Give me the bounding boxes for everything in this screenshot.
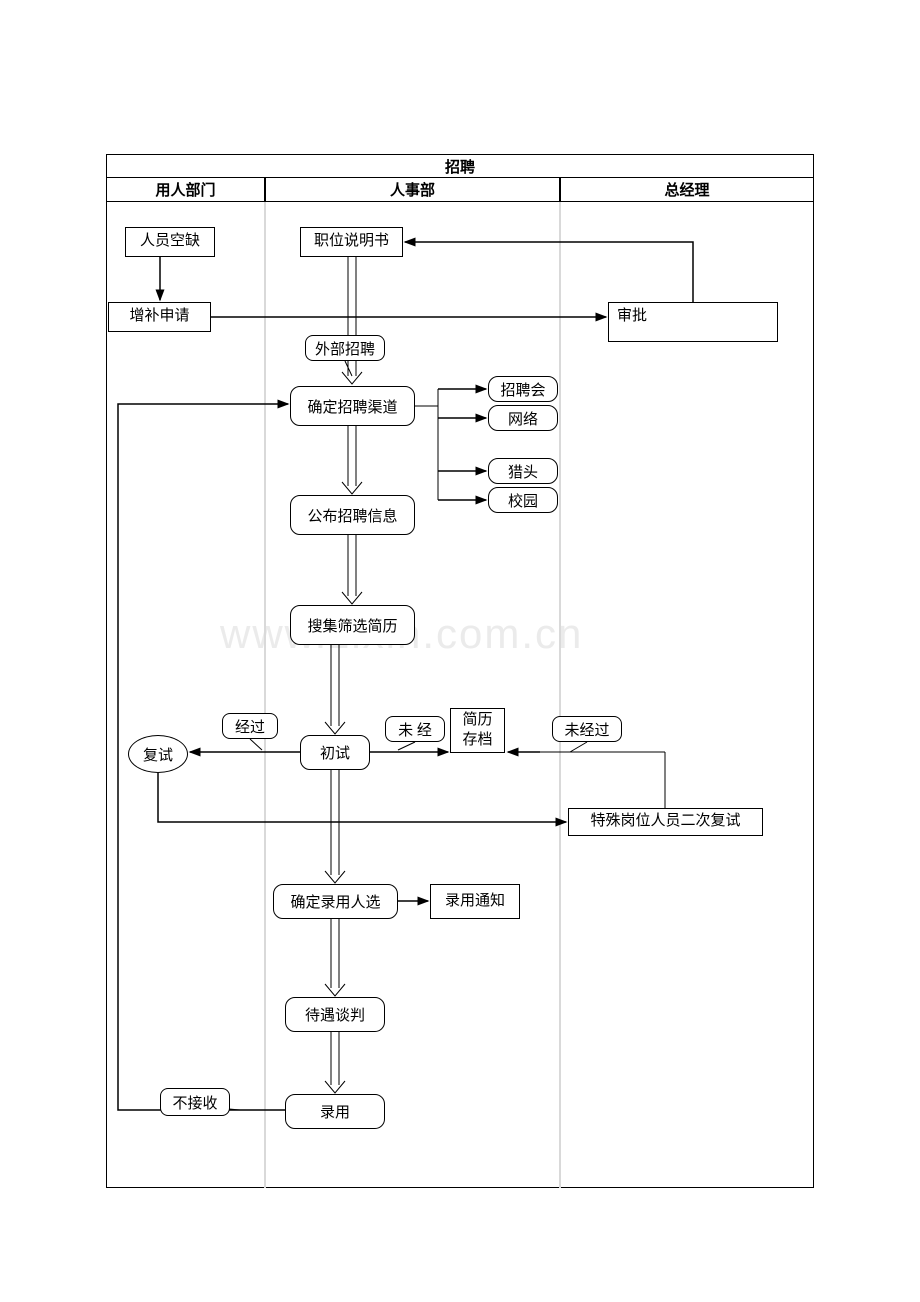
- node-ch1: 招聘会: [488, 376, 558, 402]
- callout-reject: 不接收: [160, 1088, 230, 1116]
- callout-external: 外部招聘: [305, 335, 385, 361]
- node-channel: 确定招聘渠道: [290, 386, 415, 426]
- lane-header-dept: 用人部门: [106, 178, 265, 202]
- callout-pass: 经过: [222, 713, 278, 739]
- node-hire: 录用: [285, 1094, 385, 1129]
- node-approve: 审批: [608, 302, 778, 342]
- node-ch4: 校园: [488, 487, 558, 513]
- lane-header-gm: 总经理: [560, 178, 814, 202]
- node-ch3: 猎头: [488, 458, 558, 484]
- callout-notpass: 未经过: [552, 716, 622, 742]
- lane-header-hr: 人事部: [265, 178, 560, 202]
- callout-fail: 未 经: [385, 716, 445, 742]
- node-first: 初试: [300, 735, 370, 770]
- node-negotiate: 待遇谈判: [285, 997, 385, 1032]
- node-reinterview: 复试: [128, 735, 188, 773]
- node-addreq: 增补申请: [108, 302, 211, 332]
- node-publish: 公布招聘信息: [290, 495, 415, 535]
- node-archive: 简历 存档: [450, 708, 505, 753]
- node-notice: 录用通知: [430, 884, 520, 919]
- page: www.zixin.com.cn 招聘 用人部门 人事部 总经理 人员空缺 增补…: [0, 0, 920, 1302]
- title-bar: 招聘: [106, 154, 814, 178]
- node-decide: 确定录用人选: [273, 884, 398, 919]
- node-jobdesc: 职位说明书: [300, 227, 403, 257]
- node-ch2: 网络: [488, 405, 558, 431]
- node-vacancy: 人员空缺: [125, 227, 215, 257]
- node-collect: 搜集筛选简历: [290, 605, 415, 645]
- node-special: 特殊岗位人员二次复试: [568, 808, 763, 836]
